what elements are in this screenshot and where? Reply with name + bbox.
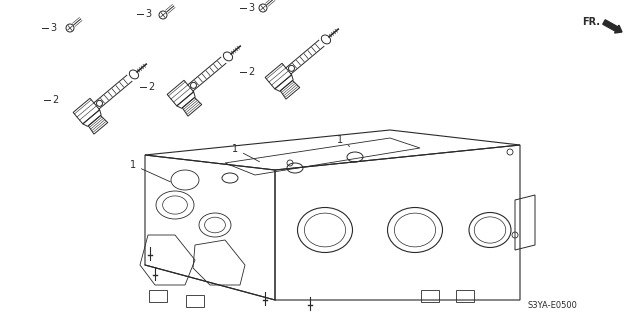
Text: 2: 2 (52, 95, 58, 105)
Text: 2: 2 (148, 82, 154, 92)
Text: 1: 1 (232, 144, 260, 162)
Text: 3: 3 (248, 3, 254, 13)
Text: FR.: FR. (582, 17, 600, 27)
Text: S3YA-E0500: S3YA-E0500 (527, 301, 577, 310)
Text: 3: 3 (145, 9, 151, 19)
Text: 1: 1 (130, 160, 170, 182)
Text: 2: 2 (248, 67, 254, 77)
FancyArrow shape (603, 20, 622, 33)
Text: 1: 1 (337, 135, 349, 147)
Text: 3: 3 (50, 23, 56, 33)
